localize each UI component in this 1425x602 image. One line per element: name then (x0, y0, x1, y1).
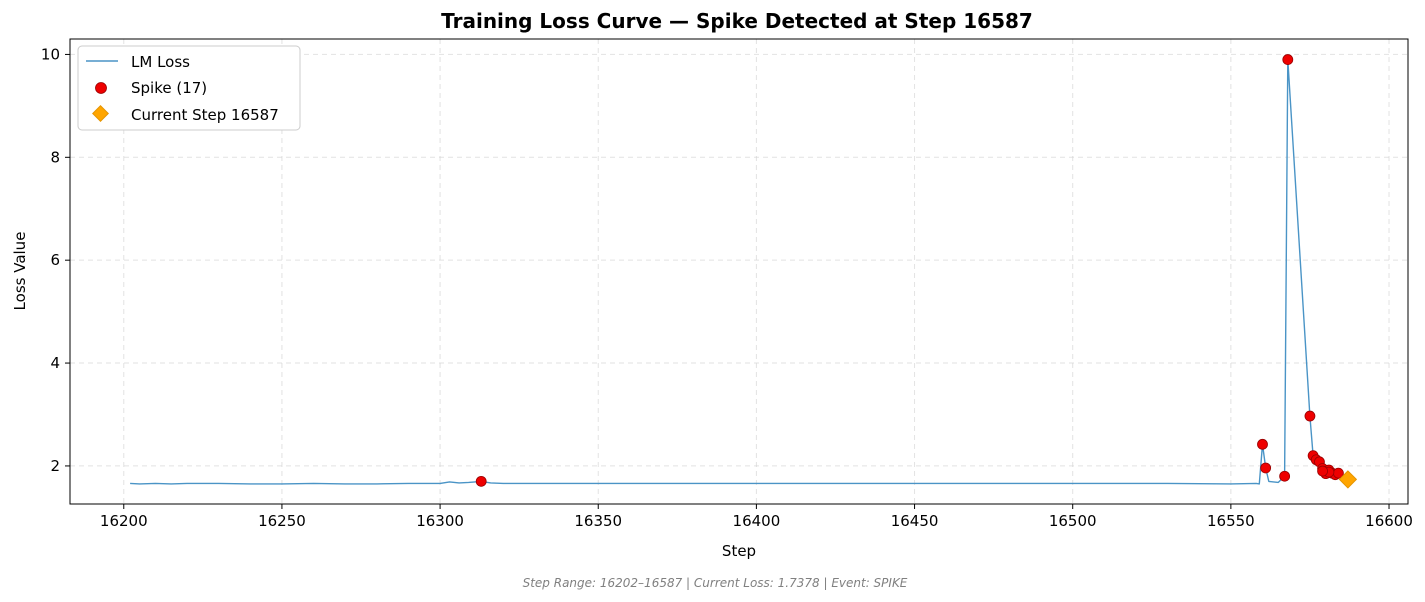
current-step-marker (1338, 470, 1358, 489)
footer-note: Step Range: 16202–16587 | Current Loss: … (523, 576, 908, 590)
x-tick-label: 16200 (100, 512, 148, 530)
spike-point (1260, 462, 1272, 474)
spike-point (1282, 54, 1294, 65)
x-tick-label: 16300 (416, 512, 464, 530)
x-tick-label: 16450 (891, 512, 939, 530)
x-tick-label: 16600 (1365, 512, 1413, 530)
legend: LM Loss Spike (17) Current Step 16587 (77, 45, 301, 131)
spike-point (1279, 470, 1291, 482)
y-axis-label: Loss Value (11, 232, 29, 311)
chart-title: Training Loss Curve — Spike Detected at … (441, 9, 1033, 33)
plot-frame (69, 38, 1409, 505)
legend-box (77, 45, 301, 131)
axis-ticks: 16200 16250 16300 16350 16400 16450 16500 16550… (41, 45, 1413, 530)
y-tick-label: 6 (50, 251, 60, 269)
x-tick-label: 16550 (1207, 512, 1255, 530)
spike-point (1317, 465, 1328, 477)
legend-item-current-step: Current Step 16587 (131, 106, 279, 124)
legend-current-step-swatch (92, 105, 109, 122)
spike-point (475, 475, 487, 487)
grid (70, 39, 1408, 504)
y-tick-label: 10 (41, 45, 60, 63)
x-axis-label: Step (722, 542, 756, 560)
x-tick-label: 16250 (258, 512, 306, 530)
x-tick-label: 16350 (574, 512, 622, 530)
spike-point (1304, 410, 1316, 422)
y-tick-label: 2 (50, 457, 60, 475)
legend-item-spike: Spike (17) (131, 79, 207, 97)
spike-point (1257, 438, 1268, 450)
x-tick-label: 16500 (1049, 512, 1097, 530)
x-tick-label: 16400 (733, 512, 781, 530)
series-layer (130, 54, 1358, 489)
y-tick-label: 8 (50, 148, 60, 166)
legend-spike-swatch (95, 82, 107, 94)
legend-item-lm-loss: LM Loss (131, 53, 190, 71)
y-tick-label: 4 (50, 354, 60, 372)
